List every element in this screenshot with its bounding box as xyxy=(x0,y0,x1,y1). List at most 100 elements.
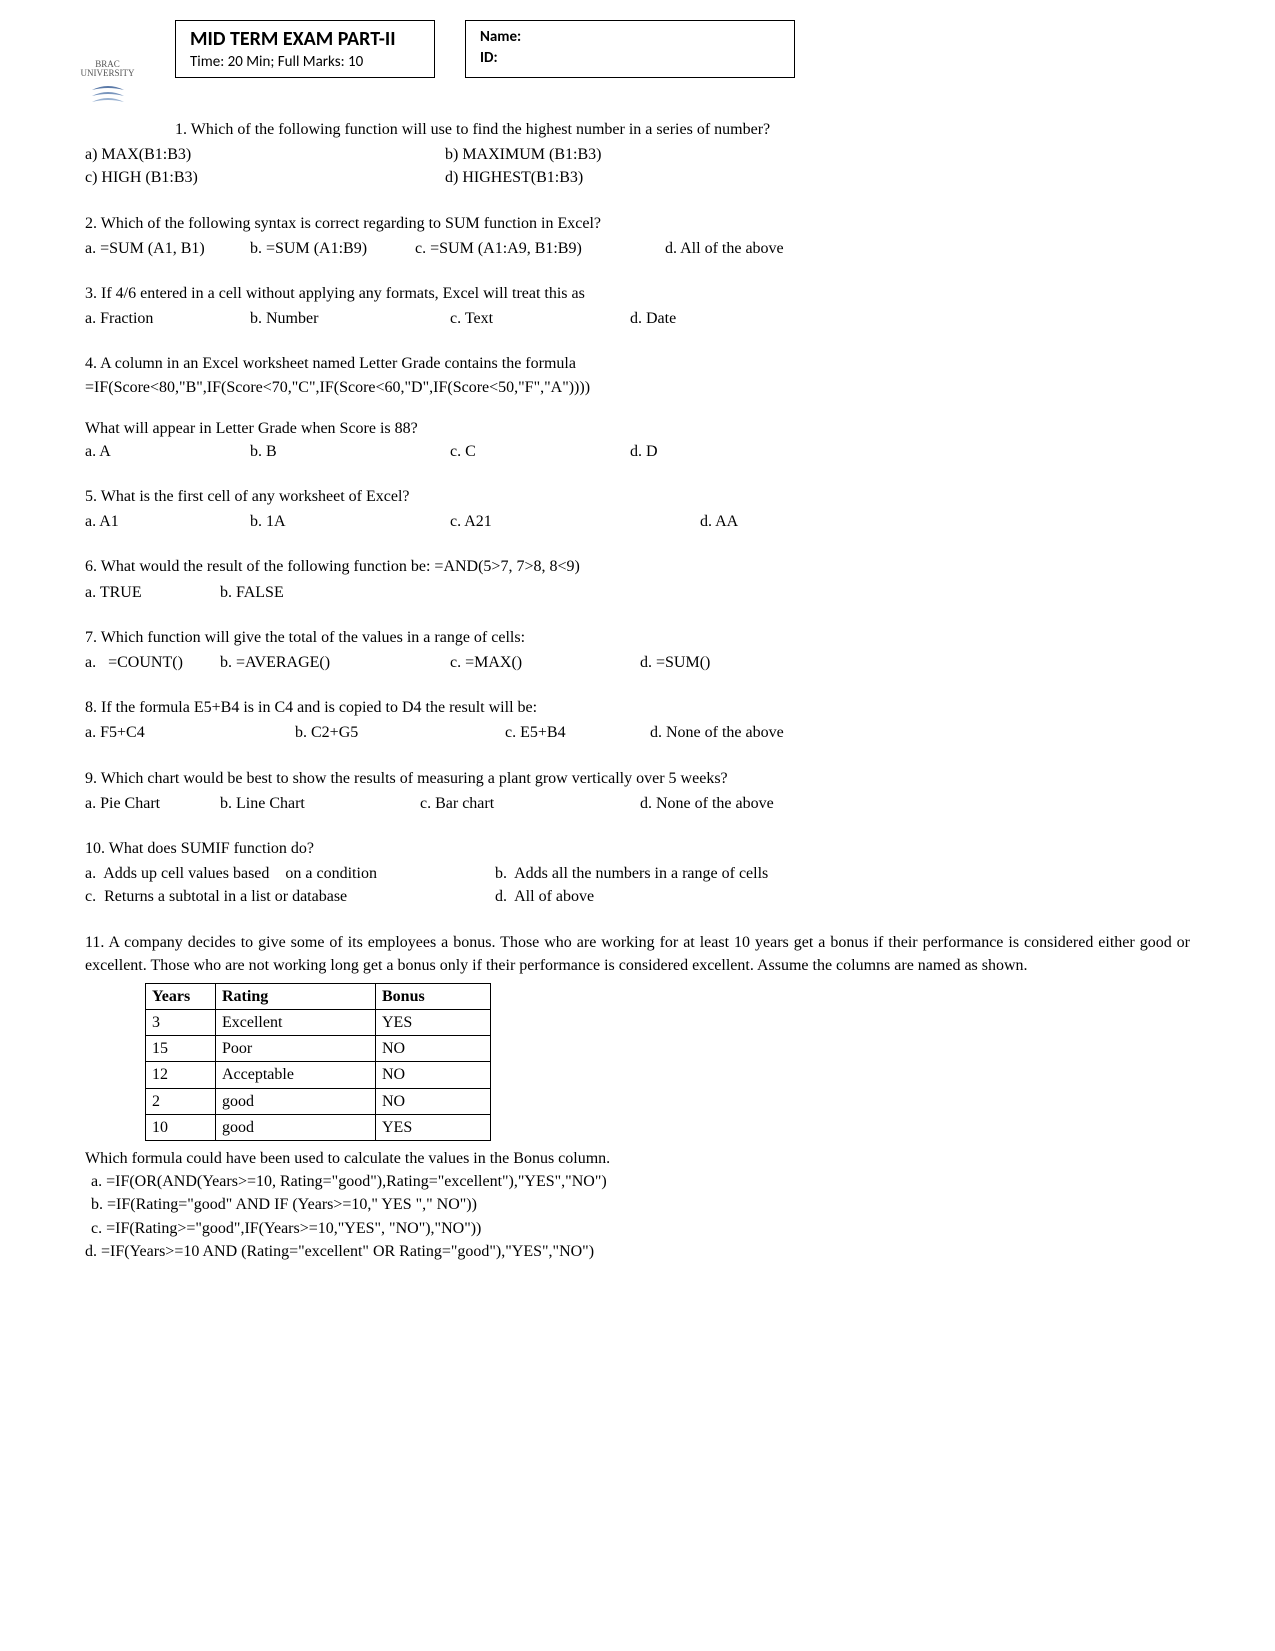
question-5: 5. What is the first cell of any workshe… xyxy=(85,485,1190,533)
id-label: ID: xyxy=(480,48,780,69)
q4-opt-d: d. D xyxy=(630,440,658,463)
q1-opt-b: b) MAXIMUM (B1:B3) xyxy=(445,143,601,166)
q8-opt-c: c. E5+B4 xyxy=(505,721,650,744)
header: BRAC UNIVERSITY MID TERM EXAM PART-II Ti… xyxy=(85,20,1190,78)
q5-opt-b: b. 1A xyxy=(250,510,450,533)
q11-opt-b: b. =IF(Rating="good" AND IF (Years>=10,"… xyxy=(91,1193,1190,1216)
cell: 3 xyxy=(146,1010,216,1036)
q9-text: 9. Which chart would be best to show the… xyxy=(85,767,1190,790)
q3-text: 3. If 4/6 entered in a cell without appl… xyxy=(85,282,1190,305)
q4-opt-a: a. A xyxy=(85,440,250,463)
q7-text: 7. Which function will give the total of… xyxy=(85,626,1190,649)
q1-opt-c: c) HIGH (B1:B3) xyxy=(85,166,445,189)
q6-opt-b: b. FALSE xyxy=(220,581,284,604)
table-row: 15 Poor NO xyxy=(146,1036,491,1062)
q8-opt-b: b. C2+G5 xyxy=(295,721,505,744)
cell: YES xyxy=(376,1114,491,1140)
table-body: 3 Excellent YES 15 Poor NO 12 Acceptable… xyxy=(146,1010,491,1141)
th-years: Years xyxy=(146,983,216,1009)
q4-opt-c: c. C xyxy=(450,440,630,463)
question-3: 3. If 4/6 entered in a cell without appl… xyxy=(85,282,1190,330)
q10-opt-d: d. All of above xyxy=(495,885,594,908)
cell: NO xyxy=(376,1036,491,1062)
q3-opt-d: d. Date xyxy=(630,307,676,330)
q4-prompt: What will appear in Letter Grade when Sc… xyxy=(85,417,1190,440)
q11-opt-a: a. =IF(OR(AND(Years>=10, Rating="good"),… xyxy=(91,1170,1190,1193)
q10-opt-c: c. Returns a subtotal in a list or datab… xyxy=(85,885,495,908)
q2-text: 2. Which of the following syntax is corr… xyxy=(85,212,1190,235)
th-rating: Rating xyxy=(216,983,376,1009)
question-6: 6. What would the result of the followin… xyxy=(85,555,1190,603)
cell: Acceptable xyxy=(216,1062,376,1088)
title-box: MID TERM EXAM PART-II Time: 20 Min; Full… xyxy=(175,20,435,78)
q10-opt-b: b. Adds all the numbers in a range of ce… xyxy=(495,862,768,885)
logo-text-bottom: UNIVERSITY xyxy=(81,68,135,78)
exam-title: MID TERM EXAM PART-II xyxy=(190,27,420,51)
q10-text: 10. What does SUMIF function do? xyxy=(85,837,1190,860)
q9-opt-a: a. Pie Chart xyxy=(85,792,220,815)
university-logo: BRAC UNIVERSITY xyxy=(80,60,135,115)
q5-opt-a: a. A1 xyxy=(85,510,250,533)
q7-opt-d: d. =SUM() xyxy=(640,651,710,674)
q1-opt-a: a) MAX(B1:B3) xyxy=(85,143,445,166)
logo-wrap: BRAC UNIVERSITY xyxy=(85,20,145,78)
question-4: 4. A column in an Excel worksheet named … xyxy=(85,352,1190,463)
q9-opt-b: b. Line Chart xyxy=(220,792,420,815)
question-10: 10. What does SUMIF function do? a. Adds… xyxy=(85,837,1190,909)
q7-opt-c: c. =MAX() xyxy=(450,651,640,674)
cell: Excellent xyxy=(216,1010,376,1036)
question-2: 2. Which of the following syntax is corr… xyxy=(85,212,1190,260)
th-bonus: Bonus xyxy=(376,983,491,1009)
q3-opt-b: b. Number xyxy=(250,307,450,330)
q8-opt-a: a. F5+C4 xyxy=(85,721,295,744)
q2-opt-b: b. =SUM (A1:B9) xyxy=(250,237,415,260)
q11-text: 11. A company decides to give some of it… xyxy=(85,931,1190,977)
q11-opt-d: d. =IF(Years>=10 AND (Rating="excellent"… xyxy=(85,1240,1190,1263)
q11-opt-c: c. =IF(Rating>="good",IF(Years>=10,"YES"… xyxy=(91,1217,1190,1240)
q10-opt-a: a. Adds up cell values based on a condit… xyxy=(85,862,495,885)
q1-opt-d: d) HIGHEST(B1:B3) xyxy=(445,166,583,189)
q6-opt-a: a. TRUE xyxy=(85,581,220,604)
question-11: 11. A company decides to give some of it… xyxy=(85,931,1190,1263)
logo-icon xyxy=(88,80,128,108)
q4-line1: 4. A column in an Excel worksheet named … xyxy=(85,352,1190,375)
question-1: 1. Which of the following function will … xyxy=(85,118,1190,190)
table-header-row: Years Rating Bonus xyxy=(146,983,491,1009)
q3-opt-a: a. Fraction xyxy=(85,307,250,330)
cell: NO xyxy=(376,1062,491,1088)
bonus-table: Years Rating Bonus 3 Excellent YES 15 Po… xyxy=(145,983,491,1141)
q8-opt-d: d. None of the above xyxy=(650,721,784,744)
cell: 15 xyxy=(146,1036,216,1062)
q11-after: Which formula could have been used to ca… xyxy=(85,1147,1190,1170)
q2-opt-d: d. All of the above xyxy=(665,237,784,260)
cell: good xyxy=(216,1114,376,1140)
q9-opt-d: d. None of the above xyxy=(640,792,774,815)
q6-text: 6. What would the result of the followin… xyxy=(85,555,1190,578)
question-7: 7. Which function will give the total of… xyxy=(85,626,1190,674)
question-8: 8. If the formula E5+B4 is in C4 and is … xyxy=(85,696,1190,744)
exam-subtitle: Time: 20 Min; Full Marks: 10 xyxy=(190,53,420,71)
q8-text: 8. If the formula E5+B4 is in C4 and is … xyxy=(85,696,1190,719)
cell: 12 xyxy=(146,1062,216,1088)
cell: Poor xyxy=(216,1036,376,1062)
q11-table-wrap: Years Rating Bonus 3 Excellent YES 15 Po… xyxy=(145,983,1190,1141)
q2-opt-a: a. =SUM (A1, B1) xyxy=(85,237,250,260)
q5-opt-d: d. AA xyxy=(700,510,738,533)
questions: 1. Which of the following function will … xyxy=(85,118,1190,1263)
cell: 2 xyxy=(146,1088,216,1114)
q1-text: 1. Which of the following function will … xyxy=(85,118,1190,141)
q5-text: 5. What is the first cell of any workshe… xyxy=(85,485,1190,508)
cell: 10 xyxy=(146,1114,216,1140)
q4-opt-b: b. B xyxy=(250,440,450,463)
table-row: 2 good NO xyxy=(146,1088,491,1114)
q4-line2: =IF(Score<80,"B",IF(Score<70,"C",IF(Scor… xyxy=(85,376,1190,399)
q5-opt-c: c. A21 xyxy=(450,510,700,533)
cell: YES xyxy=(376,1010,491,1036)
question-9: 9. Which chart would be best to show the… xyxy=(85,767,1190,815)
name-id-box: Name: ID: xyxy=(465,20,795,78)
table-row: 12 Acceptable NO xyxy=(146,1062,491,1088)
name-label: Name: xyxy=(480,27,780,48)
q7-opt-a: a. =COUNT() xyxy=(85,651,220,674)
cell: good xyxy=(216,1088,376,1114)
table-row: 3 Excellent YES xyxy=(146,1010,491,1036)
